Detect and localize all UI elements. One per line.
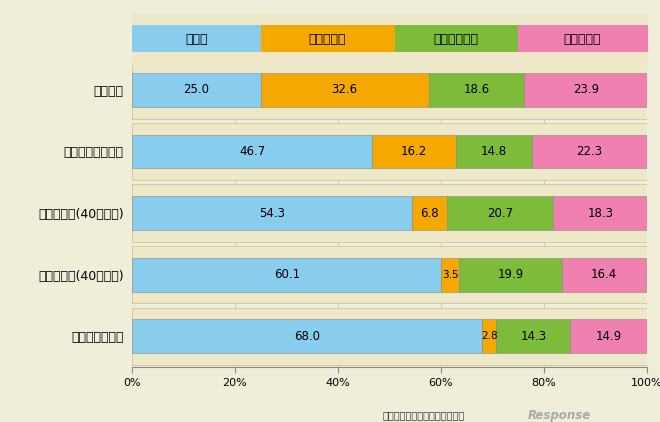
Text: 25.0: 25.0 [183,84,209,96]
Bar [132,61,647,119]
Text: 60.1: 60.1 [274,268,300,281]
Text: 鉄道・バス: 鉄道・バス [309,32,346,46]
Text: 19.9: 19.9 [498,268,524,281]
Bar [412,196,447,230]
Bar [395,25,518,51]
Bar [132,246,647,303]
Text: Response: Response [528,409,591,422]
Bar [132,319,482,353]
Text: 18.3: 18.3 [587,207,613,219]
Text: 自動車: 自動車 [185,32,208,46]
Text: 54.3: 54.3 [259,207,284,219]
Bar [132,51,647,64]
Bar [132,308,647,365]
Text: 16.2: 16.2 [401,145,427,158]
Bar [132,196,412,230]
Bar [132,135,372,168]
Bar [132,13,647,25]
Text: 14.8: 14.8 [481,145,507,158]
Bar [442,258,459,292]
Bar [132,73,261,107]
Text: 14.3: 14.3 [520,330,546,343]
Text: 68.0: 68.0 [294,330,320,343]
Text: 32.6: 32.6 [331,84,358,96]
Bar [532,135,647,168]
Text: 23.9: 23.9 [573,84,599,96]
Text: 6.8: 6.8 [420,207,438,219]
Text: 14.9: 14.9 [595,330,622,343]
Bar [518,25,647,51]
Bar [459,258,562,292]
Text: 46.7: 46.7 [239,145,265,158]
Text: 16.4: 16.4 [591,268,617,281]
Bar [456,135,532,168]
Bar [570,319,647,353]
Bar [482,319,496,353]
Text: 2.8: 2.8 [481,331,498,341]
Bar [496,319,570,353]
Text: 歩行その他: 歩行その他 [564,32,601,46]
Bar [447,196,553,230]
Text: 自転車・二輪: 自転車・二輪 [434,32,478,46]
Bar [428,73,524,107]
Bar [132,184,647,242]
Text: 22.3: 22.3 [576,145,603,158]
Text: 18.6: 18.6 [463,84,490,96]
Bar [132,123,647,180]
Bar [524,73,647,107]
Text: 出典：国土交通省資料より作成: 出典：国土交通省資料より作成 [383,410,465,420]
Bar [132,25,261,51]
Bar [261,73,428,107]
Bar [261,25,395,51]
Bar [132,258,442,292]
Text: 20.7: 20.7 [487,207,513,219]
Text: 3.5: 3.5 [442,270,459,280]
Bar [553,196,647,230]
Bar [562,258,646,292]
Bar [372,135,456,168]
